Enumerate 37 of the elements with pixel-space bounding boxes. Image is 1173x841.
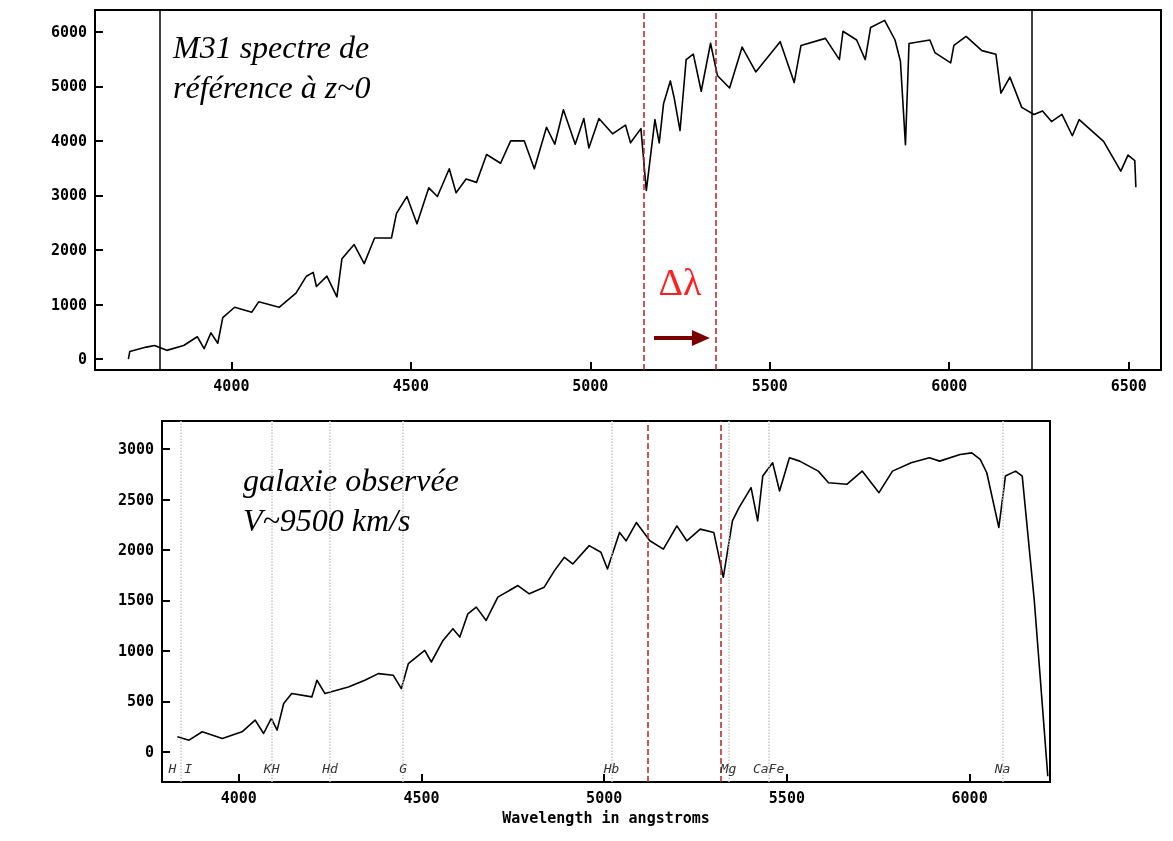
- y-tick-label: 500: [126, 692, 154, 711]
- y-tick-label: 1000: [117, 641, 154, 660]
- ref-line-label: Mg: [719, 761, 737, 776]
- y-tick-label: 3000: [117, 440, 154, 459]
- x-tick-label: 6000: [951, 788, 988, 807]
- x-tick-label: 4000: [213, 376, 250, 395]
- ref-line-label: Hb: [602, 761, 620, 776]
- ref-line-label: H I: [167, 761, 193, 776]
- x-tick-label: 5500: [751, 376, 788, 395]
- x-tick-label: 5000: [572, 376, 609, 395]
- text: galaxie observée V~9500 km/s: [243, 462, 459, 538]
- y-tick-label: 6000: [50, 22, 87, 41]
- y-tick-label: 0: [144, 742, 154, 761]
- x-tick-label: 6000: [931, 376, 968, 395]
- x-tick-label: 5000: [586, 788, 623, 807]
- y-tick-label: 2500: [117, 490, 154, 509]
- y-tick-label: 5000: [50, 77, 87, 96]
- ref-line-label: Hd: [321, 761, 339, 776]
- x-axis-title: Wavelength in angstroms: [502, 808, 710, 827]
- y-tick-label: 4000: [50, 131, 87, 150]
- annotation: Δλ: [658, 261, 703, 304]
- x-tick-label: 4000: [220, 788, 257, 807]
- y-tick-label: 2000: [117, 541, 154, 560]
- y-tick-label: 3000: [50, 186, 87, 205]
- text: M31 spectre de référence à z~0: [172, 29, 371, 105]
- y-tick-label: 1000: [50, 295, 87, 314]
- y-tick-label: 0: [77, 350, 87, 369]
- y-tick-label: 2000: [50, 241, 87, 259]
- x-tick-label: 4500: [403, 788, 440, 807]
- ref-line-label: G: [399, 761, 408, 776]
- x-tick-label: 5500: [768, 788, 805, 807]
- x-tick-label: 4500: [392, 376, 429, 395]
- x-tick-label: 6500: [1110, 376, 1147, 395]
- ref-line-label: Na: [993, 761, 1011, 776]
- ref-line-label: CaFe: [752, 761, 785, 776]
- ref-line-label: KH: [262, 761, 280, 776]
- y-tick-label: 1500: [117, 591, 154, 610]
